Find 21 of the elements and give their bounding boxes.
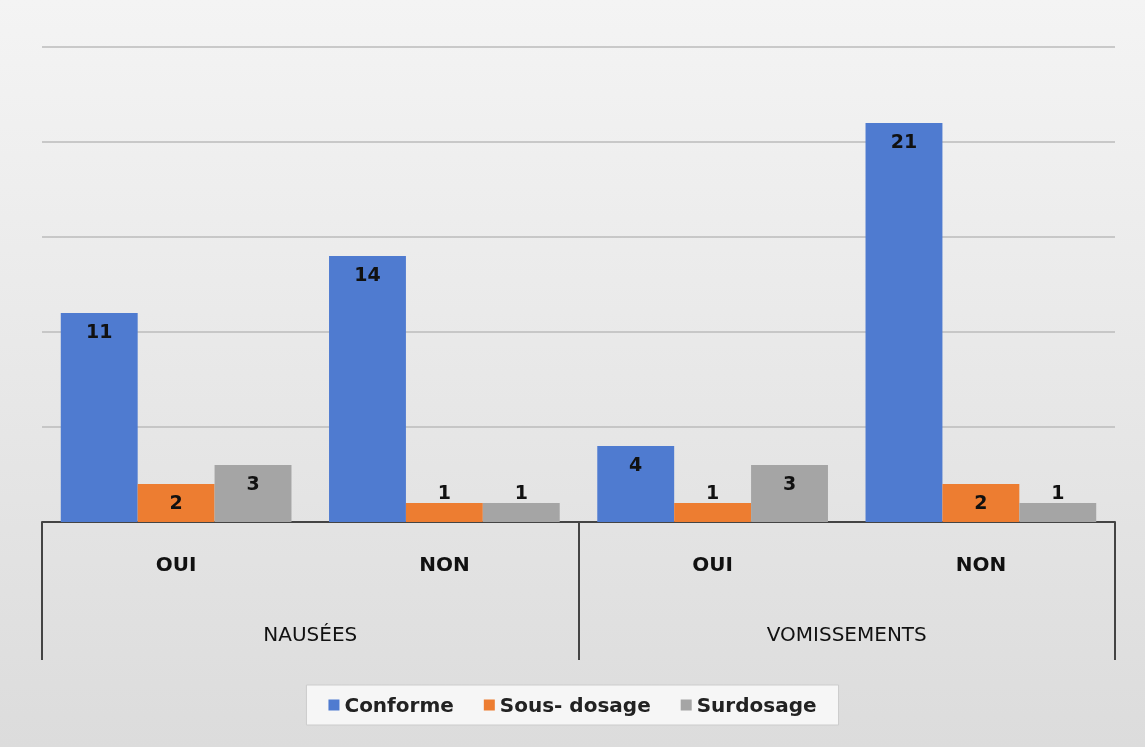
data-label: 1 bbox=[514, 480, 528, 503]
legend-label: Conforme bbox=[344, 693, 454, 717]
data-label: 11 bbox=[86, 319, 113, 342]
legend-label: Surdosage bbox=[696, 693, 817, 717]
data-label: 2 bbox=[974, 490, 988, 513]
data-label: 1 bbox=[437, 480, 451, 503]
x-tick-label: OUI bbox=[155, 552, 197, 576]
data-label: 3 bbox=[246, 471, 260, 494]
x-tick-label: NON bbox=[419, 552, 470, 576]
data-label: 3 bbox=[782, 471, 797, 494]
data-label: 1 bbox=[1051, 480, 1065, 503]
text: VOMISSEMENTS bbox=[766, 622, 927, 646]
legend-label: Sous- dosage bbox=[499, 693, 651, 717]
data-label: 2 bbox=[169, 490, 183, 513]
x-tick-label: OUI bbox=[692, 552, 733, 576]
data-label: 21 bbox=[890, 129, 918, 152]
text: NAUSÉES bbox=[263, 622, 358, 646]
x-tick-label: NON bbox=[955, 552, 1007, 576]
data-label: 4 bbox=[629, 452, 643, 475]
data-label: 14 bbox=[354, 262, 381, 285]
data-label: 1 bbox=[706, 480, 720, 503]
